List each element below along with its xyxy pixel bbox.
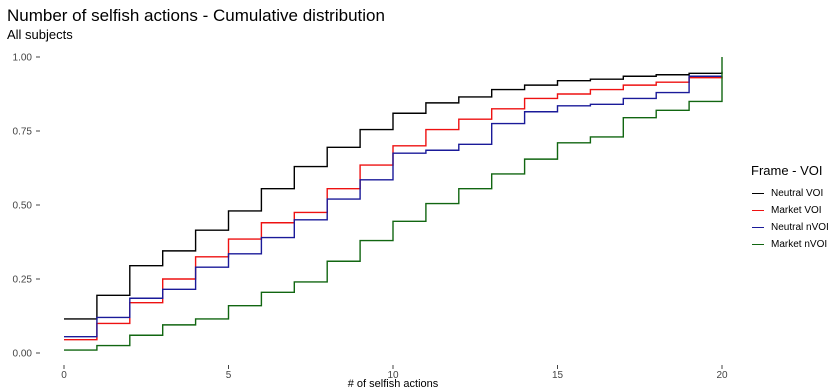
legend-key-neutral-voi bbox=[752, 193, 764, 194]
legend-label-neutral-voi: Neutral VOI bbox=[771, 188, 824, 199]
legend-key-market-nvoi bbox=[752, 244, 764, 245]
x-tick-label: 15 bbox=[552, 370, 564, 381]
y-tick-label: 0.75 bbox=[13, 127, 33, 138]
legend-item-neutral-nvoi: Neutral nVOI bbox=[751, 219, 829, 236]
series-line-market-voi bbox=[64, 76, 723, 341]
axes: 0.00 0.25 0.50 0.75 1.00 0 5 10 15 20 bbox=[13, 53, 728, 382]
series-line-neutral-voi bbox=[64, 71, 723, 320]
chart-subtitle: All subjects bbox=[7, 27, 73, 42]
y-tick-label: 0.25 bbox=[13, 275, 33, 286]
x-axis-title: # of selfish actions bbox=[348, 378, 439, 390]
legend-key-market-voi bbox=[752, 210, 764, 211]
legend-title: Frame - VOI bbox=[751, 163, 823, 178]
legend-item-market-nvoi: Market nVOI bbox=[751, 236, 829, 253]
chart-title: Number of selfish actions - Cumulative d… bbox=[7, 6, 385, 25]
y-tick-label: 0.00 bbox=[13, 349, 33, 360]
legend-label-market-voi: Market VOI bbox=[771, 205, 822, 216]
legend-label-market-nvoi: Market nVOI bbox=[771, 239, 828, 250]
legend-key-neutral-nvoi bbox=[752, 227, 764, 228]
x-tick-label: 10 bbox=[387, 370, 399, 381]
series-line-neutral-nvoi bbox=[64, 75, 722, 338]
x-tick-label: 20 bbox=[716, 370, 728, 381]
legend-label-neutral-nvoi: Neutral nVOI bbox=[771, 222, 829, 233]
legend: Frame - VOI Neutral VOI Market VOI Neutr… bbox=[751, 163, 829, 253]
legend-item-neutral-voi: Neutral VOI bbox=[751, 185, 829, 202]
series-line-market-nvoi bbox=[64, 57, 723, 351]
legend-item-market-voi: Market VOI bbox=[751, 202, 829, 219]
x-tick-label: 5 bbox=[226, 370, 232, 381]
x-tick-label: 0 bbox=[61, 370, 67, 381]
series-layer bbox=[64, 57, 723, 351]
y-tick-label: 1.00 bbox=[13, 53, 33, 64]
y-tick-label: 0.50 bbox=[13, 201, 33, 212]
